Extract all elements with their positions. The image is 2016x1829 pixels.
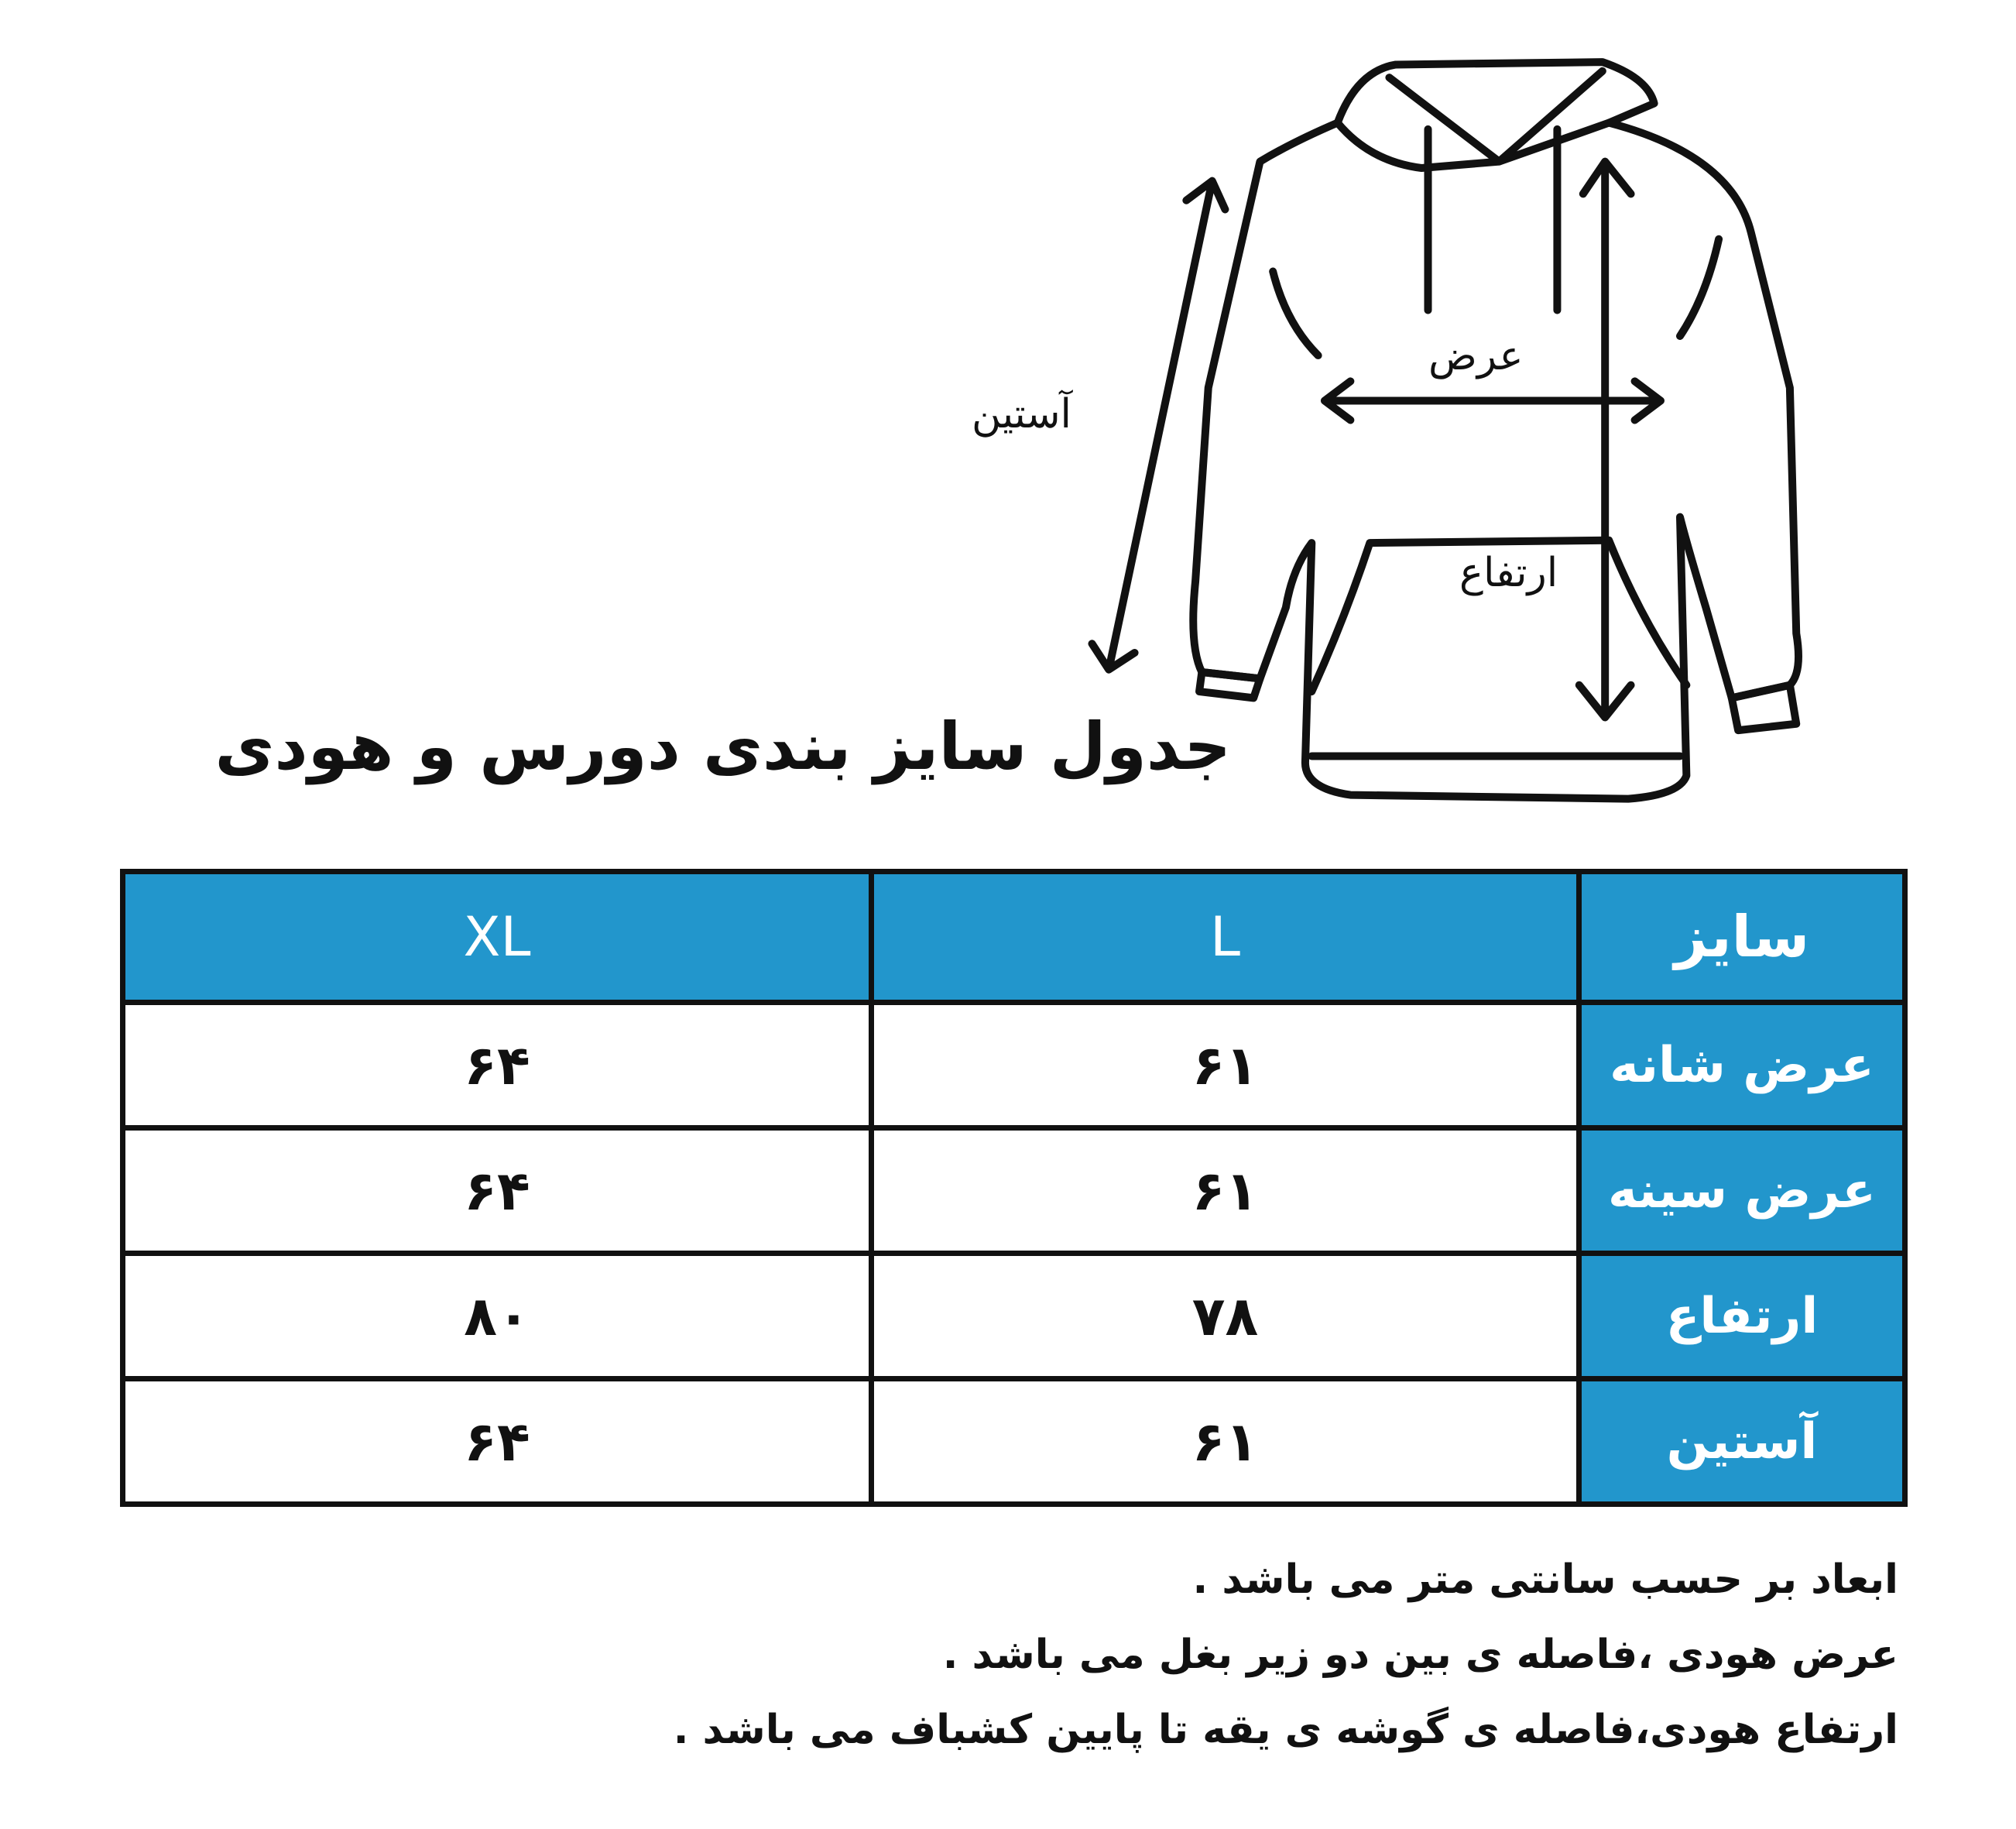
- row-label: عرض سینه: [1576, 1125, 1908, 1257]
- cell-l: ۷۸: [869, 1251, 1582, 1381]
- page-title: جدول سایز بندی دورس و هودی: [214, 709, 1231, 784]
- height-label: ارتفاع: [1459, 550, 1558, 596]
- cell-xl: ۶۴: [120, 1376, 874, 1507]
- width-label: عرض: [1428, 333, 1524, 379]
- header-l: L: [869, 868, 1582, 1006]
- hoodie-outline: [1189, 58, 1803, 803]
- cell-xl: ۸۰: [120, 1251, 874, 1381]
- cell-l: ۶۱: [869, 1125, 1582, 1257]
- header-size: سایز: [1576, 868, 1908, 1006]
- sleeve-arrow: [1088, 177, 1229, 674]
- note: عرض هودی ،فاصله ی بین دو زیر بغل می باشد…: [942, 1632, 1898, 1678]
- table-row: ۶۴ ۶۱ عرض شانه: [120, 1000, 1908, 1131]
- row-label: ارتفاع: [1576, 1251, 1908, 1381]
- height-arrow: [1575, 157, 1635, 722]
- row-label: عرض شانه: [1576, 1000, 1908, 1131]
- table-row: ۸۰ ۷۸ ارتفاع: [120, 1251, 1908, 1381]
- cell-l: ۶۱: [869, 1376, 1582, 1507]
- cell-xl: ۶۴: [120, 1125, 874, 1257]
- table-header-row: XL L سایز: [120, 868, 1908, 1006]
- notes: ابعاد بر حسب سانتی متر می باشد . عرض هود…: [674, 1549, 1898, 1774]
- size-table: XL L سایز ۶۴ ۶۱ عرض شانه ۶۴ ۶۱ عرض سینه …: [120, 868, 1908, 1507]
- sleeve-label: آستین: [972, 391, 1071, 438]
- note: ارتفاع هودی،فاصله ی گوشه ی یقه تا پایین …: [673, 1707, 1898, 1753]
- cell-xl: ۶۴: [120, 1000, 874, 1131]
- table-row: ۶۴ ۶۱ عرض سینه: [120, 1125, 1908, 1257]
- header-xl: XL: [120, 868, 874, 1006]
- width-arrow: [1320, 377, 1665, 424]
- cell-l: ۶۱: [869, 1000, 1582, 1131]
- row-label: آستین: [1576, 1376, 1908, 1507]
- note: ابعاد بر حسب سانتی متر می باشد .: [1192, 1556, 1898, 1603]
- table-row: ۶۴ ۶۱ آستین: [120, 1376, 1908, 1507]
